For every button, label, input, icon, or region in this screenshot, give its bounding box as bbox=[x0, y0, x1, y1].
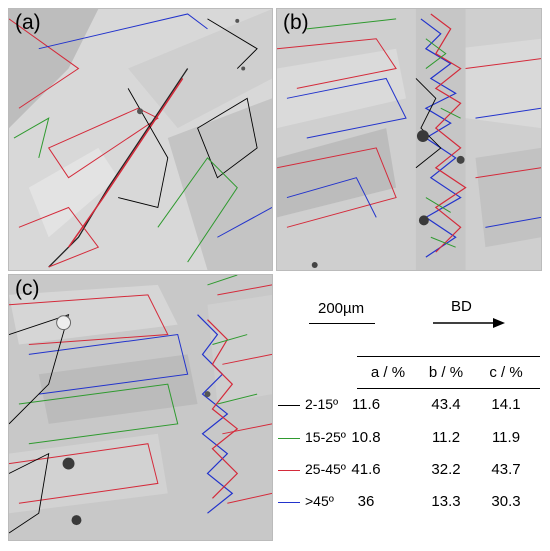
table-cell: 43.4 bbox=[431, 396, 461, 413]
row-label: >45º bbox=[305, 493, 334, 509]
table-cell: 43.7 bbox=[491, 461, 521, 478]
micrograph-a-image bbox=[9, 9, 272, 270]
row-label: 15-25º bbox=[305, 429, 346, 445]
column-header-a: a / % bbox=[370, 364, 406, 381]
legend-swatch-low-angle bbox=[278, 405, 300, 406]
row-label: 25-45º bbox=[305, 461, 346, 477]
build-direction-label: BD bbox=[451, 298, 472, 315]
scale-bar bbox=[309, 323, 375, 324]
scale-bar-label: 200µm bbox=[318, 300, 365, 317]
micrograph-panel-c: (c) bbox=[8, 274, 273, 541]
panel-a-label: (a) bbox=[15, 11, 41, 34]
micrograph-panel-b: (b) bbox=[276, 8, 542, 271]
row-label: 2-15º bbox=[305, 396, 339, 412]
table-cell: 11.2 bbox=[431, 429, 461, 446]
table-cell: 10.8 bbox=[351, 429, 381, 446]
table-header-rule bbox=[357, 388, 540, 389]
table-cell: 36 bbox=[357, 493, 375, 510]
table-cell: 14.1 bbox=[491, 396, 521, 413]
table-cell: 41.6 bbox=[351, 461, 381, 478]
micrograph-c-image bbox=[9, 275, 272, 540]
micrograph-b-image bbox=[277, 9, 541, 270]
table-cell: 30.3 bbox=[491, 493, 521, 510]
table-cell: 13.3 bbox=[431, 493, 461, 510]
table-cell: 11.6 bbox=[351, 396, 381, 413]
build-direction-arrow-icon bbox=[433, 318, 505, 328]
legend-swatch-high-angle bbox=[278, 470, 300, 471]
micrograph-panel-a: (a) bbox=[8, 8, 273, 271]
panel-b-label: (b) bbox=[283, 11, 309, 34]
table-cell: 11.9 bbox=[491, 429, 521, 446]
panel-c-label: (c) bbox=[15, 277, 40, 300]
table-top-rule bbox=[357, 356, 540, 357]
column-header-b: b / % bbox=[428, 364, 464, 381]
table-cell: 32.2 bbox=[431, 461, 461, 478]
legend-swatch-very-high-angle bbox=[278, 502, 300, 503]
legend-swatch-mid-angle bbox=[278, 438, 300, 439]
column-header-c: c / % bbox=[489, 364, 523, 381]
